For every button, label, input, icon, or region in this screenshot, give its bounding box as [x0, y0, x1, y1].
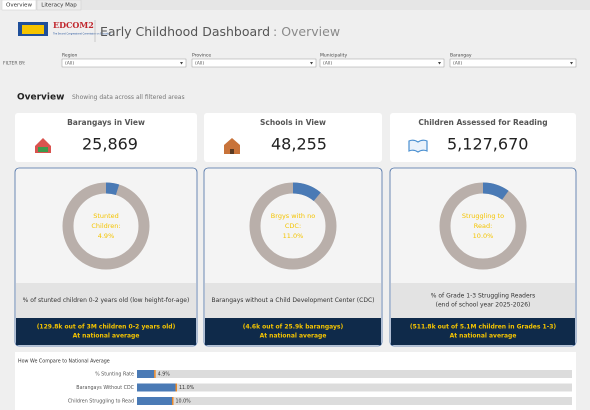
overview-title: Overview: [17, 93, 64, 103]
kpi-icon: [230, 149, 234, 154]
overview-note: Showing data across all filtered areas: [72, 94, 185, 101]
filter-label: FILTER BY:: [3, 61, 25, 67]
title-main: Early Childhood Dashboard: [100, 24, 270, 39]
donut-arc: [482, 182, 509, 200]
footnote-band: [16, 318, 196, 345]
filter-dropdown[interactable]: [191, 58, 317, 68]
donut-percent-label: 4.9%: [98, 232, 115, 240]
donut-percent-label: 10.0%: [473, 232, 494, 240]
dropdown-caret: [180, 62, 183, 65]
description-band: [391, 283, 575, 318]
filter-value[interactable]: (All): [453, 61, 462, 67]
comparison-label: Children Struggling to Read: [68, 399, 134, 405]
comparison-marker: [172, 397, 174, 405]
tab-label[interactable]: Literacy Map: [41, 3, 77, 9]
donut-description: % of stunted children 0-2 years old (low…: [23, 297, 190, 304]
filter-name: Municipality: [320, 53, 347, 59]
comparison-track: [137, 383, 572, 392]
donut-footnote: (4.6k out of 25.9k barangays): [243, 324, 344, 331]
dropdown-caret: [570, 62, 573, 65]
kpi-value: 48,255: [271, 135, 327, 154]
donut-footnote: (129.8k out of 3M children 0-2 years old…: [37, 324, 176, 331]
filter-dropdown[interactable]: [319, 58, 445, 68]
kpi-card: [204, 113, 382, 162]
donut-center-label: Read:: [474, 222, 493, 230]
comparison-marker: [154, 370, 156, 378]
donut-center-label: Brgys with no: [271, 212, 315, 220]
comparison-title: How We Compare to National Average: [18, 359, 110, 365]
comparison-label: % Stunting Rate: [95, 372, 134, 378]
filter-name: Province: [192, 53, 211, 59]
donut-footnote: At national average: [260, 333, 327, 340]
donut-center-label: CDC:: [285, 222, 301, 230]
comparison-value-label: 10.0%: [176, 399, 192, 405]
filter-name: Barangay: [450, 53, 472, 59]
tab[interactable]: [1, 0, 37, 11]
logo-tagline: The Second Congressional Commission on E…: [53, 33, 112, 36]
dropdown-caret: [310, 62, 313, 65]
comparison-label: Barangays Without CDC: [76, 385, 134, 391]
filter-value[interactable]: (All): [65, 61, 74, 67]
comparison-marker: [175, 383, 177, 392]
description-band: [205, 283, 381, 318]
tab-bar: [0, 0, 590, 10]
kpi-icon: [408, 139, 428, 153]
donut-description: (end of school year 2025-2026): [436, 302, 531, 309]
kpi-value: 25,869: [82, 135, 138, 154]
kpi-title: Barangays in View: [67, 118, 145, 127]
donut-footnote: At national average: [73, 333, 140, 340]
tab-label[interactable]: Overview: [6, 3, 32, 9]
footnote-band: [205, 318, 381, 345]
donut-description: % of Grade 1-3 Struggling Readers: [431, 293, 535, 300]
kpi-card: [390, 113, 576, 162]
kpi-icon: [38, 147, 48, 152]
kpi-title: Children Assessed for Reading: [418, 118, 547, 127]
logo-book-page: [22, 25, 44, 34]
comparison-value-label: 4.9%: [158, 372, 171, 378]
kpi-title: Schools in View: [260, 118, 326, 127]
dropdown-caret: [438, 62, 441, 65]
kpi-card: [15, 113, 197, 162]
filter-dropdown[interactable]: [449, 58, 577, 68]
donut-arc: [105, 182, 120, 196]
filter-value[interactable]: (All): [195, 61, 204, 67]
comparison-bar: [137, 383, 176, 392]
comparison-value-label: 11.0%: [179, 385, 195, 391]
donut-footnote: (511.8k out of 5.1M children in Grades 1…: [410, 324, 556, 331]
donut-footnote: At national average: [450, 333, 517, 340]
kpi-value: 5,127,670: [447, 135, 528, 154]
donut-center-label: Struggling to: [462, 212, 504, 220]
donut-percent-label: 11.0%: [283, 232, 304, 240]
filter-dropdown[interactable]: [61, 58, 187, 68]
comparison-track: [137, 397, 572, 405]
comparison-bar: [137, 397, 172, 405]
tab[interactable]: [36, 0, 82, 11]
donut-center-label: Children:: [91, 222, 120, 230]
description-band: [16, 283, 196, 318]
filter-name: Region: [62, 53, 78, 59]
kpi-icon: [224, 138, 240, 154]
logo-text: EDCOM2: [53, 20, 94, 30]
filter-value[interactable]: (All): [323, 61, 332, 67]
comparison-track: [137, 370, 572, 378]
footnote-band: [391, 318, 575, 345]
page-title: Early Childhood Dashboard: Overview: [100, 24, 340, 39]
title-sub: : Overview: [273, 24, 340, 39]
donut-description: Barangays without a Child Development Ce…: [212, 297, 375, 304]
donut-arc: [292, 182, 321, 202]
donut-center-label: Stunted: [93, 212, 119, 220]
comparison-bar: [137, 370, 155, 378]
